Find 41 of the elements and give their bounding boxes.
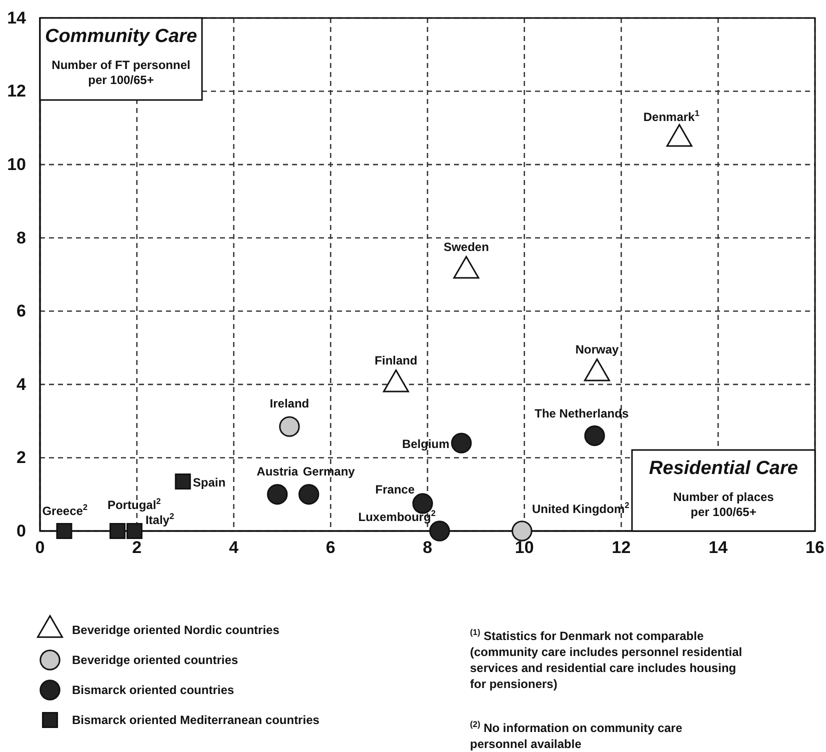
text: $^{(2)}$ No information on community care personnel available [470,719,683,751]
x-tick-label: 12 [612,538,631,558]
x-tick-label: 6 [326,538,336,558]
y-tick-label: 8 [16,228,26,248]
annotation: Germany [302,464,356,478]
y-tick-label: 2 [16,448,26,468]
legend-label: Beveridge oriented countries [72,653,238,667]
y-tick-label: 6 [16,302,26,321]
annotation: Portugal$^{2}$ [108,496,162,512]
annotation: Greece$^{2}$ [42,502,88,518]
legend-label: Bismarck oriented countries [72,683,234,697]
annotation: Spain [192,476,226,490]
x-tick-label: 4 [229,538,240,558]
annotation: Ireland [270,396,310,411]
x-tick-label: 8 [422,538,432,558]
annotation: Sweden [444,240,489,254]
annotation: Luxembourg$^{2}$ [358,508,436,524]
annotation: United Kingdom$^{2}$ [532,500,630,516]
annotation: The Netherlands [534,406,629,421]
annotation: Norway [575,342,620,356]
annotation: Denmark$^{1}$ [643,108,700,124]
y-axis-title: Community Care Number of FT personnel per 100/65+ [44,26,198,87]
text: $^{(1)}$ Statistics for Denmark not comparable (community care includes personnel residential services and residential care includes housing for pensioners) [470,627,742,691]
legend-label: Beveridge oriented Nordic countries [72,623,280,637]
x-axis-title: Residential Care Number of places per 100/65+ [649,458,798,519]
annotation: France [375,482,415,497]
y-tick-label: 0 [16,521,26,540]
annotation: Finland [374,353,418,368]
y-tick-label: 12 [7,82,26,101]
x-tick-label: 16 [806,538,824,558]
y-tick-label: 14 [7,8,27,28]
annotation: Austria [256,464,298,478]
annotation: Belgium [402,437,450,452]
annotation: Italy$^{2}$ [145,511,174,527]
x-tick-label: 10 [514,538,534,558]
y-tick-label: 10 [7,155,26,174]
x-tick-label: 14 [708,538,728,558]
legend-label: Bismarck oriented Mediterranean countries [72,713,320,727]
x-tick-label: 2 [132,538,142,558]
y-tick-label: 4 [16,374,27,394]
x-tick-label: 0 [35,538,45,558]
